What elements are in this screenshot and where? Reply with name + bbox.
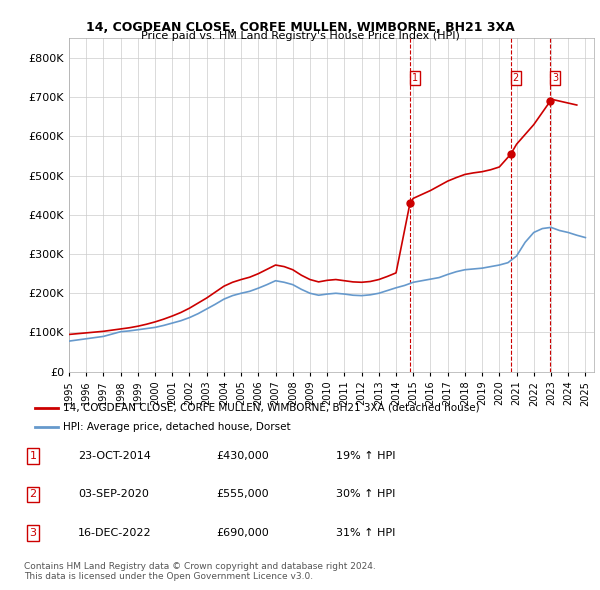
Text: 14, COGDEAN CLOSE, CORFE MULLEN, WIMBORNE, BH21 3XA: 14, COGDEAN CLOSE, CORFE MULLEN, WIMBORN… [86, 21, 514, 34]
Text: Price paid vs. HM Land Registry's House Price Index (HPI): Price paid vs. HM Land Registry's House … [140, 31, 460, 41]
Text: Contains HM Land Registry data © Crown copyright and database right 2024.
This d: Contains HM Land Registry data © Crown c… [24, 562, 376, 581]
Text: £555,000: £555,000 [216, 490, 269, 499]
Text: 2: 2 [512, 73, 519, 83]
Text: HPI: Average price, detached house, Dorset: HPI: Average price, detached house, Dors… [63, 422, 291, 432]
Text: 19% ↑ HPI: 19% ↑ HPI [336, 451, 395, 461]
Text: 16-DEC-2022: 16-DEC-2022 [78, 528, 152, 537]
Text: 14, COGDEAN CLOSE, CORFE MULLEN, WIMBORNE, BH21 3XA (detached house): 14, COGDEAN CLOSE, CORFE MULLEN, WIMBORN… [63, 403, 480, 412]
Text: 2: 2 [29, 490, 37, 499]
Text: 1: 1 [29, 451, 37, 461]
Text: 03-SEP-2020: 03-SEP-2020 [78, 490, 149, 499]
Text: £690,000: £690,000 [216, 528, 269, 537]
Text: 3: 3 [29, 528, 37, 537]
Text: £430,000: £430,000 [216, 451, 269, 461]
Text: 31% ↑ HPI: 31% ↑ HPI [336, 528, 395, 537]
Text: 30% ↑ HPI: 30% ↑ HPI [336, 490, 395, 499]
Text: 23-OCT-2014: 23-OCT-2014 [78, 451, 151, 461]
Text: 3: 3 [552, 73, 558, 83]
Text: 1: 1 [412, 73, 418, 83]
